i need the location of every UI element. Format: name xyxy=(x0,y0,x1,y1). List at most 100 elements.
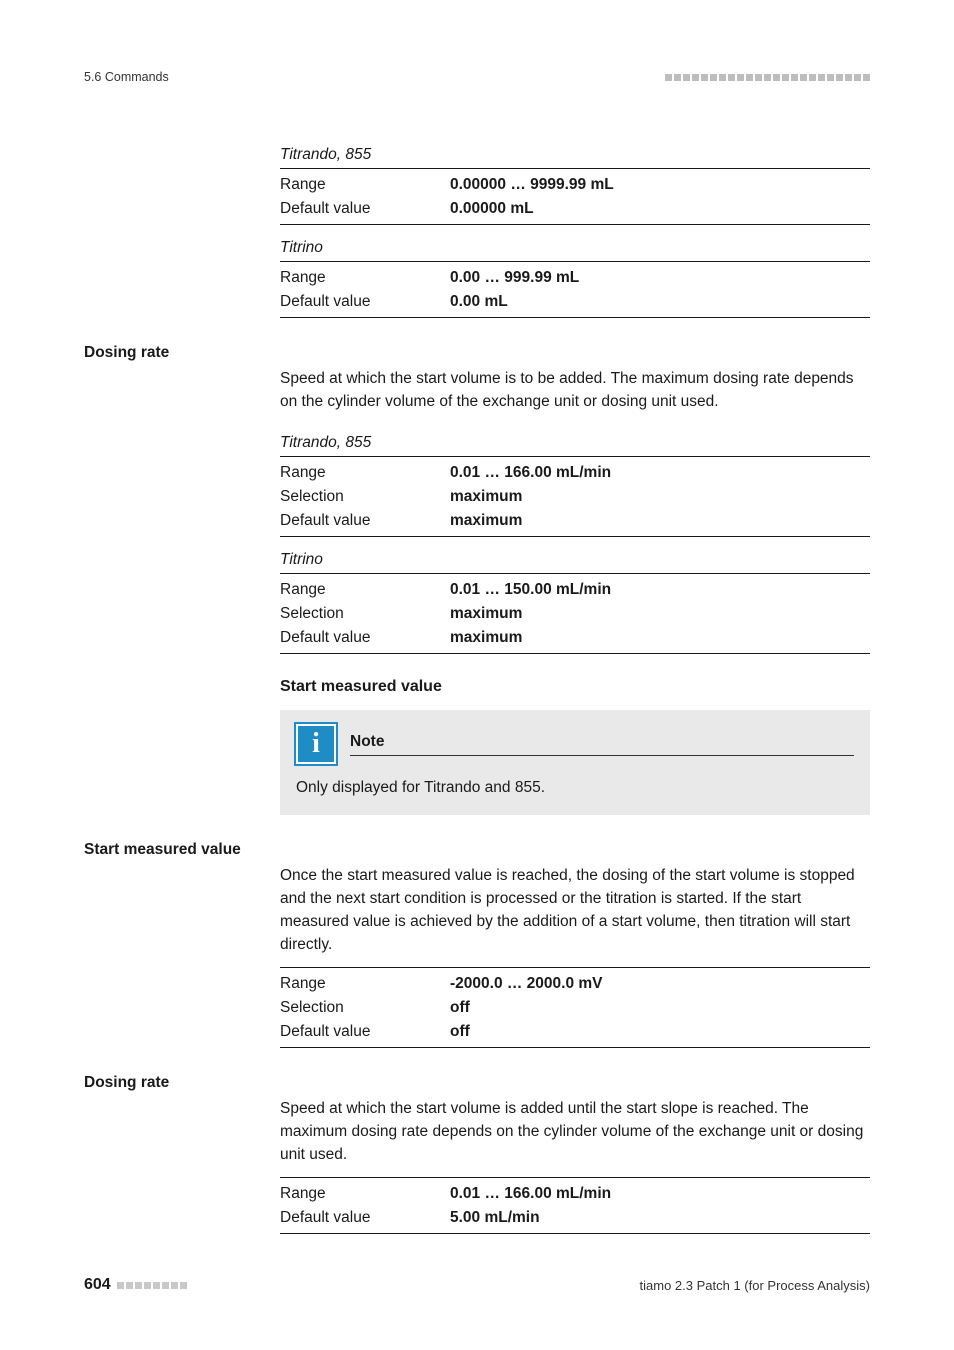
kv-key: Default value xyxy=(280,197,450,221)
table-row: Default value5.00 mL/min xyxy=(280,1206,870,1230)
dosing-rate-2-head: Dosing rate xyxy=(84,1072,870,1092)
kv-val: 0.01 … 166.00 mL/min xyxy=(450,461,611,485)
divider xyxy=(280,536,870,537)
kv-key: Default value xyxy=(280,626,450,650)
divider xyxy=(280,1177,870,1178)
kv-key: Default value xyxy=(280,1206,450,1230)
table-row: Range-2000.0 … 2000.0 mV xyxy=(280,972,870,996)
table-row: Default valuemaximum xyxy=(280,626,870,650)
gutter-label: Start measured value xyxy=(84,839,280,859)
table-row: Selectionmaximum xyxy=(280,485,870,509)
page-number: 604 xyxy=(84,1276,111,1294)
kv-val: 0.00 … 999.99 mL xyxy=(450,266,579,290)
kv-val: maximum xyxy=(450,626,522,650)
dr1-titrando-block: Titrando, 855 Range0.01 … 166.00 mL/min … xyxy=(84,434,870,541)
smv-head: Start measured value xyxy=(84,839,870,859)
kv-val: 0.00 mL xyxy=(450,290,508,314)
gutter-empty xyxy=(84,865,280,867)
divider xyxy=(280,317,870,318)
subhead-titrino: Titrino xyxy=(280,239,870,257)
gutter-empty xyxy=(84,368,280,370)
gutter-empty xyxy=(84,434,280,436)
smv-section: Start measured value i Note Only display… xyxy=(84,678,870,839)
footer-left: 604 xyxy=(84,1276,187,1294)
gutter-empty xyxy=(84,146,280,148)
page-header: 5.6 Commands xyxy=(84,70,870,84)
kv-key: Default value xyxy=(280,1020,450,1044)
kv-key: Range xyxy=(280,1182,450,1206)
info-icon: i xyxy=(296,724,336,764)
header-ornament xyxy=(665,74,870,81)
subhead-titrino: Titrino xyxy=(280,551,870,569)
divider xyxy=(280,967,870,968)
table-row: Range0.01 … 150.00 mL/min xyxy=(280,578,870,602)
kv-table: Range0.01 … 166.00 mL/min Selectionmaxim… xyxy=(280,461,870,533)
kv-val: -2000.0 … 2000.0 mV xyxy=(450,972,603,996)
divider xyxy=(350,755,854,756)
note-label: Note xyxy=(350,733,854,751)
kv-key: Selection xyxy=(280,996,450,1020)
dosing-rate-1-head: Dosing rate xyxy=(84,342,870,362)
table-row: Default value0.00 mL xyxy=(280,290,870,314)
divider xyxy=(280,1233,870,1234)
table-row: Range0.00000 … 9999.99 mL xyxy=(280,173,870,197)
startvol-titrando-block: Titrando, 855 Range0.00000 … 9999.99 mL … xyxy=(84,146,870,229)
subhead-titrando: Titrando, 855 xyxy=(280,434,870,452)
table-row: Default valuemaximum xyxy=(280,509,870,533)
page-footer: 604 tiamo 2.3 Patch 1 (for Process Analy… xyxy=(84,1276,870,1294)
paragraph: Speed at which the start volume is to be… xyxy=(280,368,870,414)
kv-key: Range xyxy=(280,266,450,290)
kv-val: maximum xyxy=(450,509,522,533)
table-row: Selectionmaximum xyxy=(280,602,870,626)
table-row: Default valueoff xyxy=(280,1020,870,1044)
kv-val: maximum xyxy=(450,602,522,626)
page-content: Titrando, 855 Range0.00000 … 9999.99 mL … xyxy=(84,146,870,1238)
kv-val: 0.00000 mL xyxy=(450,197,534,221)
gutter-empty xyxy=(84,1098,280,1100)
gutter-label: Dosing rate xyxy=(84,342,280,362)
paragraph: Speed at which the start volume is added… xyxy=(280,1098,870,1167)
table-row: Range0.01 … 166.00 mL/min xyxy=(280,461,870,485)
table-row: Selectionoff xyxy=(280,996,870,1020)
kv-key: Default value xyxy=(280,290,450,314)
kv-key: Range xyxy=(280,578,450,602)
kv-val: 0.01 … 166.00 mL/min xyxy=(450,1182,611,1206)
kv-table: Range0.00 … 999.99 mL Default value0.00 … xyxy=(280,266,870,314)
kv-val: 5.00 mL/min xyxy=(450,1206,540,1230)
kv-table: Range-2000.0 … 2000.0 mV Selectionoff De… xyxy=(280,972,870,1044)
divider xyxy=(280,168,870,169)
note-box: i Note Only displayed for Titrando and 8… xyxy=(280,710,870,815)
footer-right: tiamo 2.3 Patch 1 (for Process Analysis) xyxy=(640,1278,870,1293)
footer-ornament xyxy=(117,1282,187,1289)
breadcrumb: 5.6 Commands xyxy=(84,70,169,84)
smv-body: Once the start measured value is reached… xyxy=(84,865,870,1052)
table-row: Default value0.00000 mL xyxy=(280,197,870,221)
kv-table: Range0.01 … 150.00 mL/min Selectionmaxim… xyxy=(280,578,870,650)
kv-key: Selection xyxy=(280,485,450,509)
gutter-empty xyxy=(84,551,280,553)
kv-key: Range xyxy=(280,461,450,485)
kv-val: off xyxy=(450,996,470,1020)
divider xyxy=(280,653,870,654)
table-row: Range0.01 … 166.00 mL/min xyxy=(280,1182,870,1206)
kv-key: Selection xyxy=(280,602,450,626)
dosing-rate-2-body: Speed at which the start volume is added… xyxy=(84,1098,870,1238)
divider xyxy=(280,1047,870,1048)
subhead-titrando: Titrando, 855 xyxy=(280,146,870,164)
kv-val: 0.01 … 150.00 mL/min xyxy=(450,578,611,602)
gutter-label: Dosing rate xyxy=(84,1072,280,1092)
divider xyxy=(280,261,870,262)
divider xyxy=(280,456,870,457)
kv-key: Default value xyxy=(280,509,450,533)
divider xyxy=(280,224,870,225)
kv-key: Range xyxy=(280,173,450,197)
gutter-empty xyxy=(84,678,280,680)
startvol-titrino-block: Titrino Range0.00 … 999.99 mL Default va… xyxy=(84,239,870,322)
dr1-titrino-block: Titrino Range0.01 … 150.00 mL/min Select… xyxy=(84,551,870,658)
paragraph: Once the start measured value is reached… xyxy=(280,865,870,957)
kv-key: Range xyxy=(280,972,450,996)
divider xyxy=(280,573,870,574)
section-title: Start measured value xyxy=(280,678,870,696)
dosing-rate-1-para: Speed at which the start volume is to be… xyxy=(84,368,870,424)
kv-val: maximum xyxy=(450,485,522,509)
